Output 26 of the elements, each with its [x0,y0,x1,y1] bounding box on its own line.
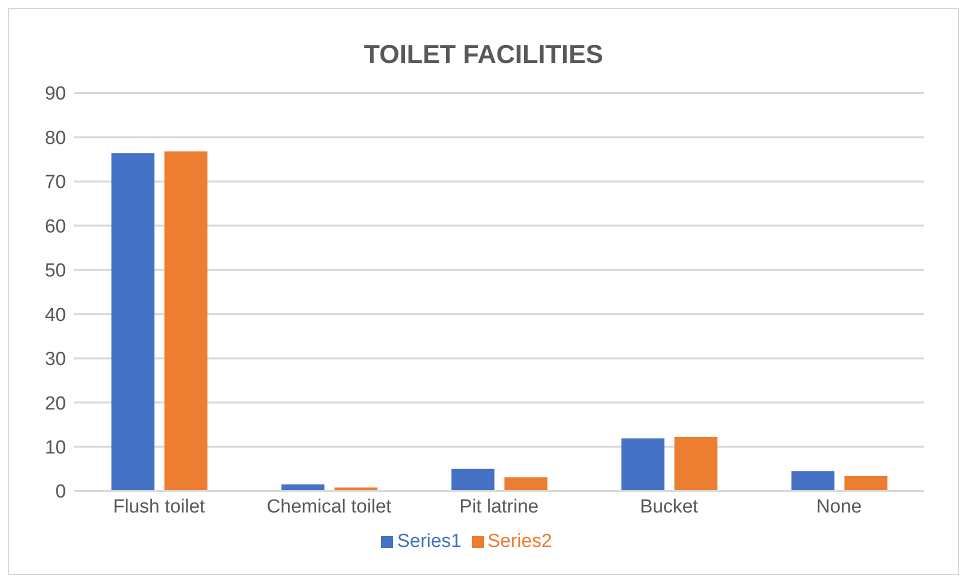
legend-label: Series1 [397,531,462,552]
x-tick-label: Chemical toilet [266,496,392,518]
y-tick-label: 20 [44,393,66,414]
y-tick-label: 70 [44,172,66,194]
x-tick-label: Flush toilet [113,496,206,518]
bar [674,437,718,491]
bar [504,477,548,491]
bar [621,438,664,491]
y-tick-label: 10 [44,438,66,459]
y-tick-label: 50 [44,260,66,282]
y-tick-label: 90 [44,84,66,105]
bar [844,476,888,491]
y-tick-label: 0 [55,482,66,503]
x-tick-label: Bucket [640,496,699,518]
x-tick-label: Pit latrine [459,496,539,518]
y-tick-label: 30 [44,349,66,370]
bar [791,471,834,491]
x-tick-label: None [816,496,862,518]
bar [164,151,208,491]
legend-label: Series2 [488,531,552,552]
y-tick-label: 60 [44,216,66,238]
bar [451,468,494,491]
chart-title: TOILET FACILITIES [362,38,604,71]
y-tick-label: 40 [44,304,66,326]
y-tick-label: 80 [44,128,66,149]
bar [111,153,154,491]
